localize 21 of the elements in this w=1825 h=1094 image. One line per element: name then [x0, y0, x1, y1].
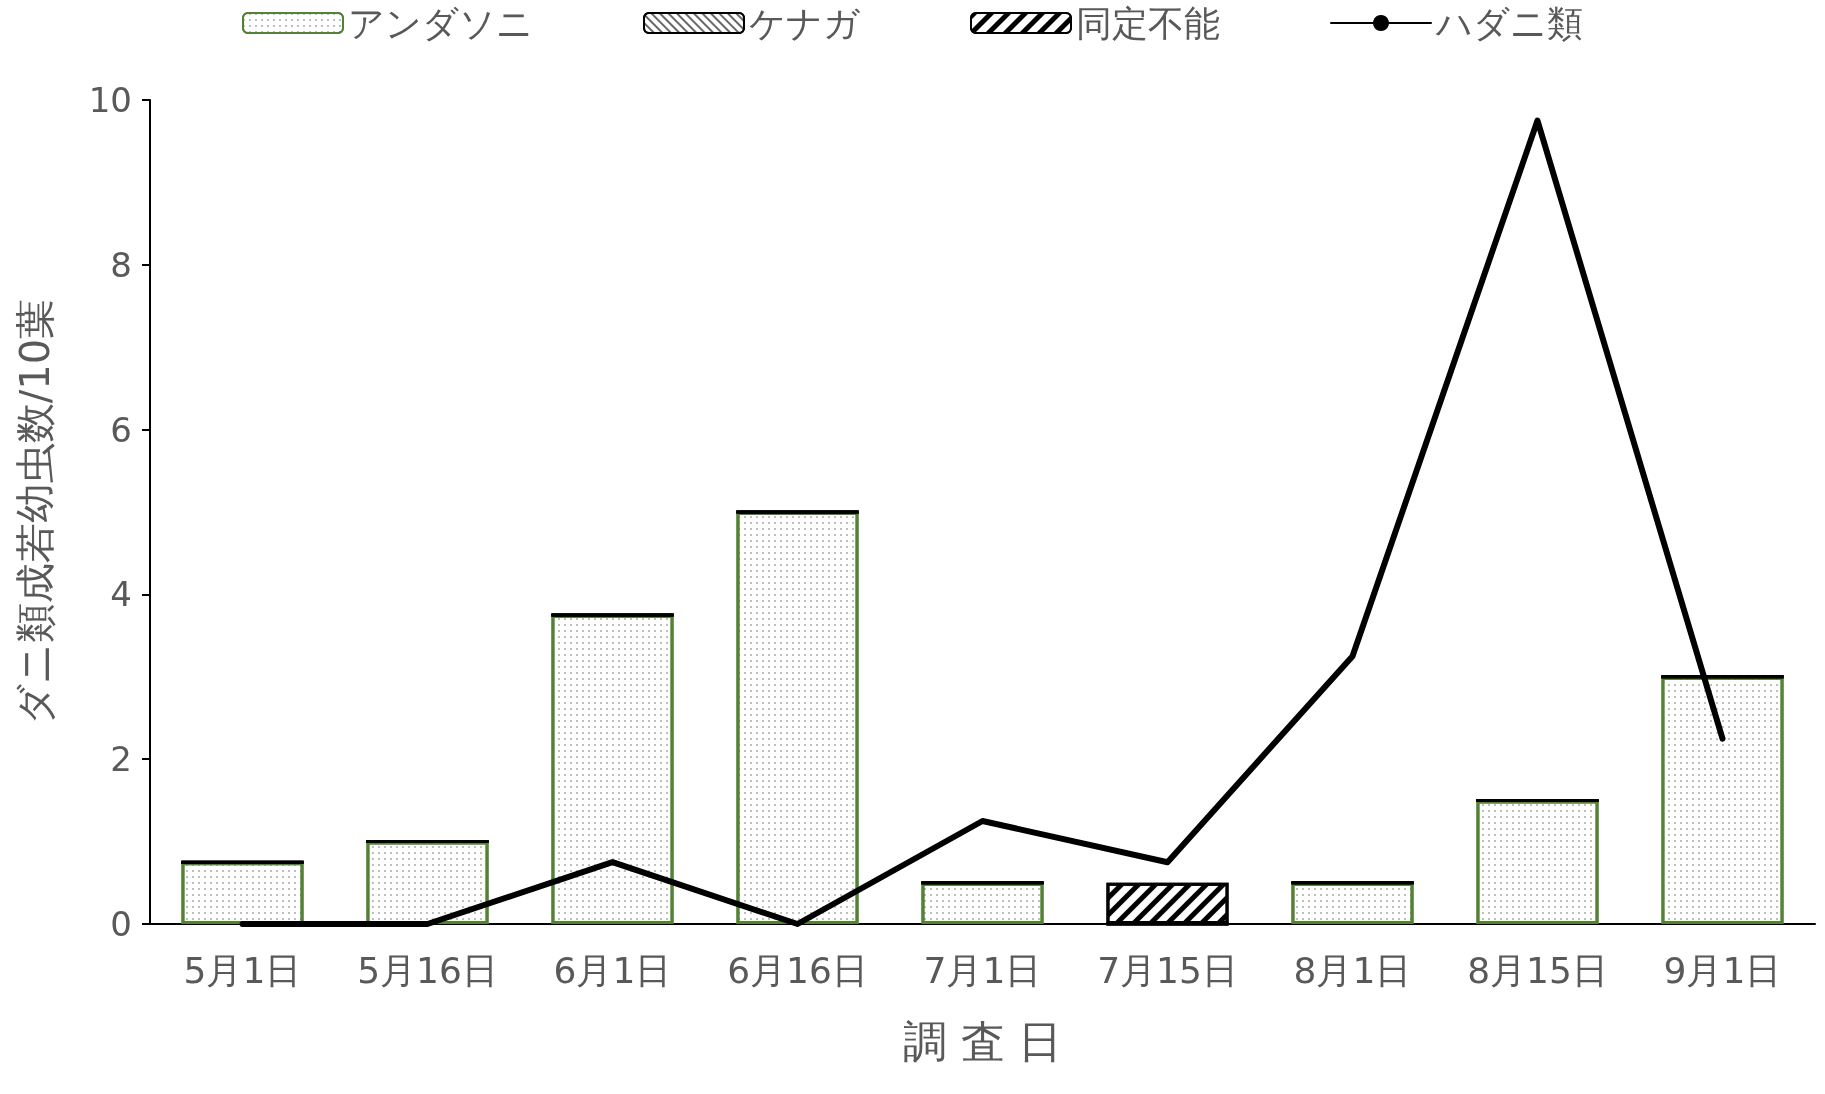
legend-label: ハダニ類 — [1435, 2, 1583, 44]
y-tick-label: 0 — [110, 904, 132, 944]
x-tick-label: 5月1日 — [183, 949, 302, 991]
y-tick-label: 10 — [88, 80, 132, 120]
x-tick-label: 6月1日 — [553, 949, 672, 991]
legend-label: アンダソニ — [348, 2, 533, 44]
y-tick-label: 2 — [110, 739, 132, 780]
legend-label: ケナガ — [749, 2, 861, 44]
x-tick-label: 8月15日 — [1467, 949, 1608, 991]
x-tick-label: 5月16日 — [357, 949, 498, 991]
legend-label: 同定不能 — [1076, 2, 1220, 44]
y-tick-label: 4 — [110, 574, 132, 615]
y-tick-label: 8 — [110, 244, 132, 285]
x-tick-label: 8月1日 — [1293, 949, 1412, 991]
x-tick-label: 7月1日 — [923, 949, 1042, 991]
x-tick-label: 7月15日 — [1097, 949, 1238, 991]
x-tick-label: 6月16日 — [727, 949, 868, 991]
y-axis-title: ダニ類成若幼虫数/10葉 — [12, 298, 58, 726]
x-tick-label: 9月1日 — [1663, 949, 1782, 991]
x-axis-title: 調 査 日 — [902, 1015, 1063, 1067]
y-tick-label: 6 — [110, 409, 132, 450]
